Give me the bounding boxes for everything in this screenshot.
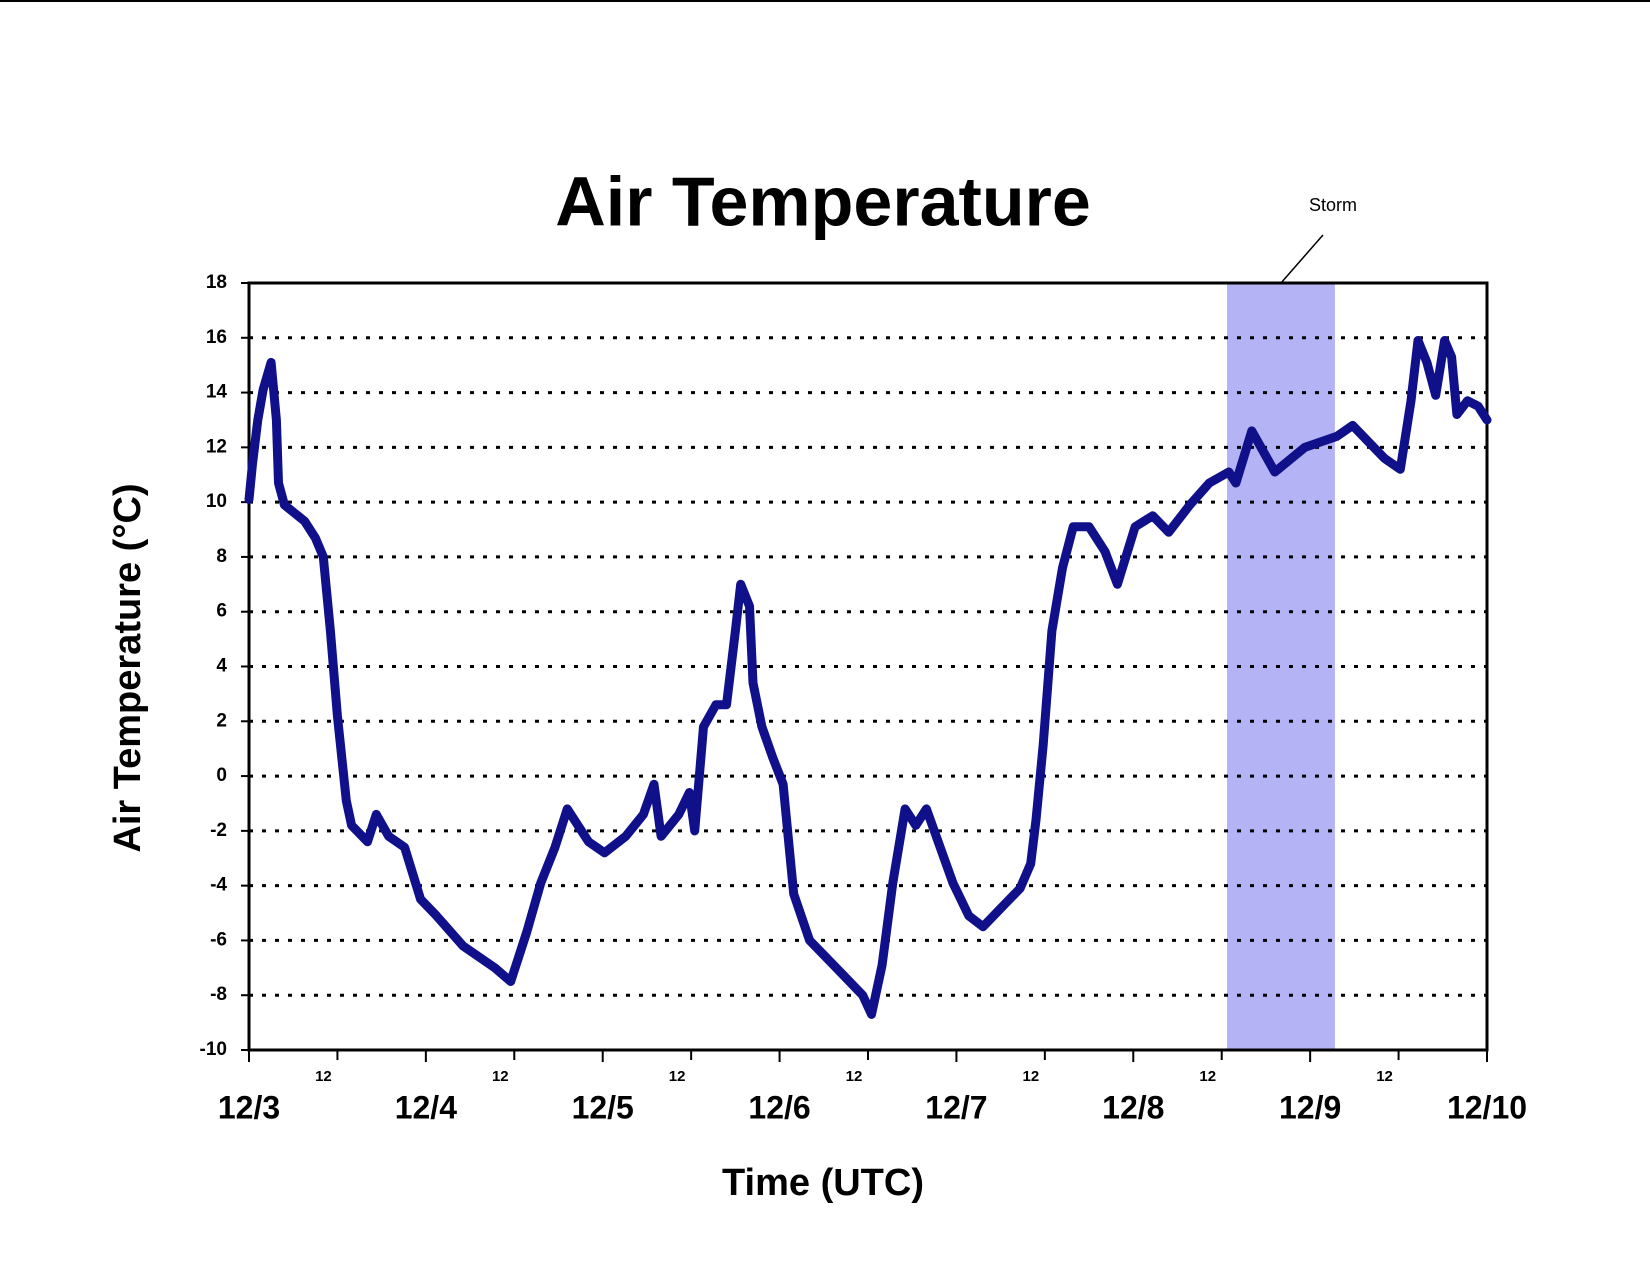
x-minor-tick-label: 12 [669, 1068, 686, 1085]
x-tick-label: 12/3 [218, 1089, 280, 1125]
y-axis-label: Air Temperature (°C) [107, 483, 149, 852]
y-tick-label: -2 [210, 820, 227, 841]
y-tick-label: 18 [206, 272, 227, 293]
y-tick-label: -8 [210, 984, 227, 1005]
x-tick-label: 12/4 [395, 1089, 457, 1125]
y-tick-label: 16 [206, 327, 227, 348]
y-tick-label: 8 [216, 546, 227, 567]
x-tick-label: 12/5 [572, 1089, 634, 1125]
y-tick-label: 12 [206, 436, 227, 457]
x-minor-tick-label: 12 [315, 1068, 332, 1085]
x-axis-label: Time (UTC) [722, 1162, 924, 1204]
x-tick-label: 12/8 [1102, 1089, 1164, 1125]
x-minor-tick-label: 12 [492, 1068, 509, 1085]
x-tick-label: 12/6 [748, 1089, 810, 1125]
x-minor-tick-label: 12 [1376, 1068, 1393, 1085]
annotation: Storm [1309, 195, 1357, 215]
x-tick-label: 12/10 [1447, 1089, 1527, 1125]
x-tick-label: 12/7 [925, 1089, 987, 1125]
y-tick-label: 10 [206, 491, 227, 512]
y-tick-label: 4 [216, 656, 227, 677]
y-tick-label: -6 [210, 929, 227, 950]
y-tick-label: 0 [216, 765, 227, 786]
data-line [244, 336, 1492, 1019]
x-minor-tick-label: 12 [1023, 1068, 1040, 1085]
y-tick-label: -4 [210, 875, 227, 896]
x-tick-label: 12/9 [1279, 1089, 1341, 1125]
x-minor-tick-label: 12 [1199, 1068, 1216, 1085]
y-tick-label: 2 [216, 710, 227, 731]
y-tick-label: -10 [200, 1039, 227, 1060]
y-tick-label: 6 [216, 601, 227, 622]
chart-title: Air Temperature [555, 162, 1091, 240]
annotation-leader [1280, 234, 1324, 284]
y-tick-label: 14 [206, 382, 228, 403]
x-minor-tick-label: 12 [846, 1068, 863, 1085]
plot-frame [247, 281, 1489, 1052]
